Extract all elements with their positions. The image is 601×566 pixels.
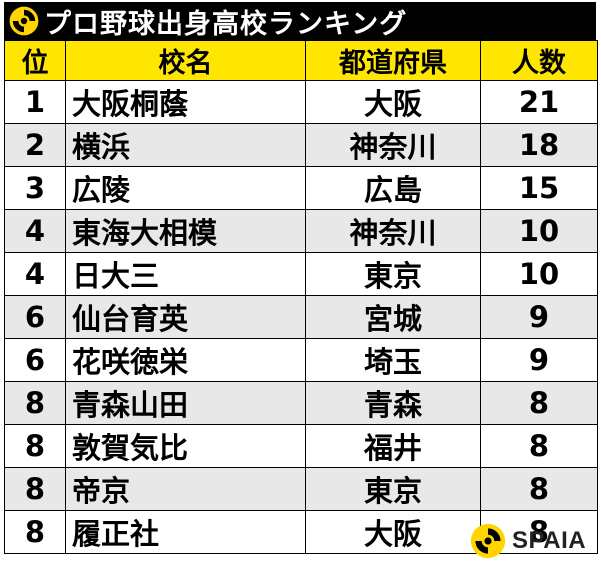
cell-rank: 4 — [4, 252, 66, 296]
table-row: 2 横浜 神奈川 18 — [4, 123, 598, 167]
header-school: 校名 — [65, 40, 306, 81]
ranking-table: 位 校名 都道府県 人数 1 大阪桐蔭 大阪 21 2 横浜 神奈川 18 3 … — [4, 40, 598, 554]
table-row: 4 日大三 東京 10 — [4, 252, 598, 296]
table-row: 1 大阪桐蔭 大阪 21 — [4, 80, 598, 124]
cell-count: 21 — [480, 80, 598, 124]
table-row: 4 東海大相模 神奈川 10 — [4, 209, 598, 253]
cell-count: 15 — [480, 166, 598, 210]
cell-prefecture: 神奈川 — [305, 123, 481, 167]
cell-count: 8 — [480, 467, 598, 511]
cell-school: 敦賀気比 — [65, 424, 306, 468]
spaia-logo-icon — [470, 523, 506, 559]
header-count: 人数 — [480, 40, 598, 81]
cell-school: 仙台育英 — [65, 295, 306, 339]
cell-school: 大阪桐蔭 — [65, 80, 306, 124]
cell-rank: 6 — [4, 295, 66, 339]
cell-rank: 6 — [4, 338, 66, 382]
cell-count: 10 — [480, 209, 598, 253]
cell-school: 日大三 — [65, 252, 306, 296]
brand-name: SPAIA — [512, 527, 587, 554]
table-row: 8 帝京 東京 8 — [4, 467, 598, 511]
table-row: 6 花咲徳栄 埼玉 9 — [4, 338, 598, 382]
brand-logo: SPAIA — [470, 521, 586, 561]
cell-school: 帝京 — [65, 467, 306, 511]
cell-prefecture: 大阪 — [305, 510, 481, 554]
cell-school: 広陵 — [65, 166, 306, 210]
spaia-logo-icon — [9, 6, 39, 36]
cell-count: 9 — [480, 295, 598, 339]
table-header-row: 位 校名 都道府県 人数 — [4, 40, 598, 81]
cell-rank: 1 — [4, 80, 66, 124]
cell-count: 8 — [480, 381, 598, 425]
cell-rank: 4 — [4, 209, 66, 253]
table-row: 6 仙台育英 宮城 9 — [4, 295, 598, 339]
cell-rank: 8 — [4, 424, 66, 468]
cell-count: 10 — [480, 252, 598, 296]
cell-school: 東海大相模 — [65, 209, 306, 253]
header-prefecture: 都道府県 — [305, 40, 481, 81]
header-rank: 位 — [4, 40, 66, 81]
cell-rank: 8 — [4, 467, 66, 511]
table-row: 8 敦賀気比 福井 8 — [4, 424, 598, 468]
cell-prefecture: 福井 — [305, 424, 481, 468]
cell-prefecture: 神奈川 — [305, 209, 481, 253]
cell-count: 8 — [480, 424, 598, 468]
cell-school: 青森山田 — [65, 381, 306, 425]
cell-school: 花咲徳栄 — [65, 338, 306, 382]
cell-school: 履正社 — [65, 510, 306, 554]
page-title: プロ野球出身高校ランキング — [44, 8, 408, 40]
cell-prefecture: 宮城 — [305, 295, 481, 339]
cell-prefecture: 青森 — [305, 381, 481, 425]
cell-school: 横浜 — [65, 123, 306, 167]
cell-prefecture: 大阪 — [305, 80, 481, 124]
cell-count: 18 — [480, 123, 598, 167]
cell-rank: 2 — [4, 123, 66, 167]
cell-prefecture: 東京 — [305, 467, 481, 511]
cell-count: 9 — [480, 338, 598, 382]
cell-rank: 3 — [4, 166, 66, 210]
cell-prefecture: 埼玉 — [305, 338, 481, 382]
table-row: 8 青森山田 青森 8 — [4, 381, 598, 425]
title-bar: プロ野球出身高校ランキング — [4, 2, 596, 40]
table-row: 3 広陵 広島 15 — [4, 166, 598, 210]
cell-prefecture: 広島 — [305, 166, 481, 210]
cell-rank: 8 — [4, 381, 66, 425]
cell-prefecture: 東京 — [305, 252, 481, 296]
cell-rank: 8 — [4, 510, 66, 554]
